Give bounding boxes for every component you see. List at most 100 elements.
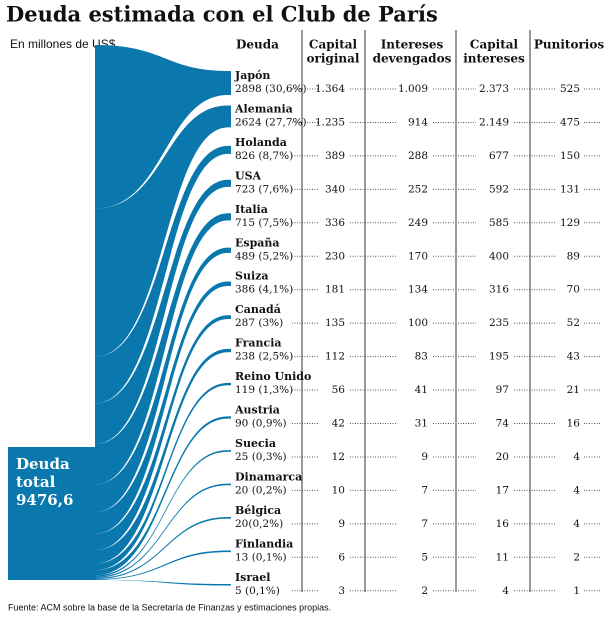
flow (95, 247, 231, 513)
cell: 4 (573, 518, 580, 530)
cell: 6 (338, 551, 345, 563)
debt-label: 90 (0,9%) (235, 418, 287, 430)
country: Bélgica (235, 504, 281, 517)
cell: 249 (408, 217, 428, 229)
country: Japón (234, 69, 270, 82)
cell: 70 (567, 284, 580, 296)
subtitle: En millones de US$ (10, 37, 116, 51)
country: Italia (235, 203, 268, 216)
cell: 16 (567, 418, 581, 430)
column-header: original (307, 52, 360, 66)
country: USA (235, 169, 262, 182)
cell: 1.235 (315, 116, 345, 128)
cell: 340 (325, 183, 345, 195)
column-header: Punitorios (534, 38, 604, 52)
debt-label: 119 (1,3%) (235, 384, 293, 396)
flow (95, 213, 231, 485)
debt-label: 386 (4,1%) (235, 284, 293, 296)
flow (95, 348, 231, 564)
cell: 17 (496, 484, 509, 496)
flow (95, 145, 231, 404)
column-header: devengados (373, 52, 452, 66)
cell: 2 (421, 585, 428, 597)
cell: 31 (415, 418, 428, 430)
cell: 100 (408, 317, 428, 329)
cell: 9 (421, 451, 428, 463)
column-header: Capital (470, 38, 519, 52)
debt-label: 2624 (27,7%) (235, 116, 307, 128)
debt-label: 715 (7,5%) (235, 217, 293, 229)
debt-label: 25 (0,3%) (235, 451, 287, 463)
cell: 230 (325, 250, 345, 262)
cell: 316 (489, 284, 509, 296)
debt-label: 2898 (30,6%) (235, 83, 307, 95)
flow (95, 45, 231, 209)
cell: 134 (408, 284, 428, 296)
cell: 1 (573, 585, 580, 597)
country: Reino Unido (235, 370, 311, 383)
cell: 52 (567, 317, 580, 329)
source: Fuente: ACM sobre la base de la Secretar… (8, 602, 331, 612)
cell: 131 (560, 183, 580, 195)
cell: 56 (332, 384, 346, 396)
cell: 112 (325, 351, 345, 363)
cell: 42 (332, 418, 345, 430)
cell: 11 (496, 551, 509, 563)
country: Finlandia (235, 537, 293, 550)
cell: 389 (325, 150, 345, 162)
cell: 4 (573, 484, 580, 496)
debt-label: 723 (7,6%) (235, 183, 293, 195)
cell: 20 (496, 451, 509, 463)
cell: 914 (408, 116, 428, 128)
total-label: 9476,6 (16, 491, 73, 509)
cell: 97 (496, 384, 509, 396)
column-header: intereses (463, 52, 525, 66)
debt-label: 20 (0,2%) (235, 484, 287, 496)
cell: 129 (560, 217, 580, 229)
cell: 89 (567, 250, 580, 262)
cell: 21 (567, 384, 580, 396)
total-block (8, 447, 96, 580)
debt-label: 13 (0,1%) (235, 551, 287, 563)
cell: 3 (338, 585, 345, 597)
cell: 74 (496, 418, 510, 430)
cell: 2.373 (479, 83, 509, 95)
cell: 400 (489, 250, 509, 262)
cell: 12 (332, 451, 345, 463)
cell: 83 (415, 351, 428, 363)
flow (95, 179, 231, 445)
cell: 336 (325, 217, 345, 229)
cell: 288 (408, 150, 428, 162)
cell: 585 (489, 217, 509, 229)
debt-label: 20(0,2%) (235, 518, 283, 530)
country: Israel (235, 571, 270, 584)
debt-label: 5 (0,1%) (235, 585, 280, 597)
flow (95, 281, 231, 534)
country: Suiza (235, 270, 269, 283)
total-label: Deuda (16, 455, 70, 473)
column-header: Deuda (236, 38, 279, 52)
cell: 5 (421, 551, 428, 563)
debt-label: 238 (2,5%) (235, 351, 293, 363)
flow (95, 315, 231, 551)
flow (95, 382, 231, 571)
country: Francia (235, 337, 282, 350)
flow (95, 105, 231, 357)
cell: 235 (489, 317, 509, 329)
cell: 150 (560, 150, 580, 162)
debt-label: 287 (3%) (235, 317, 283, 329)
title: Deuda estimada con el Club de París (6, 2, 438, 27)
country: Austria (234, 404, 280, 417)
debt-label: 489 (5,2%) (235, 250, 293, 262)
country: Alemania (234, 102, 293, 115)
cell: 10 (332, 484, 345, 496)
cell: 43 (567, 351, 580, 363)
cell: 16 (496, 518, 510, 530)
cell: 9 (338, 518, 345, 530)
cell: 7 (421, 518, 428, 530)
country: Holanda (235, 136, 287, 149)
cell: 41 (415, 384, 428, 396)
cell: 525 (560, 83, 580, 95)
cell: 195 (489, 351, 509, 363)
